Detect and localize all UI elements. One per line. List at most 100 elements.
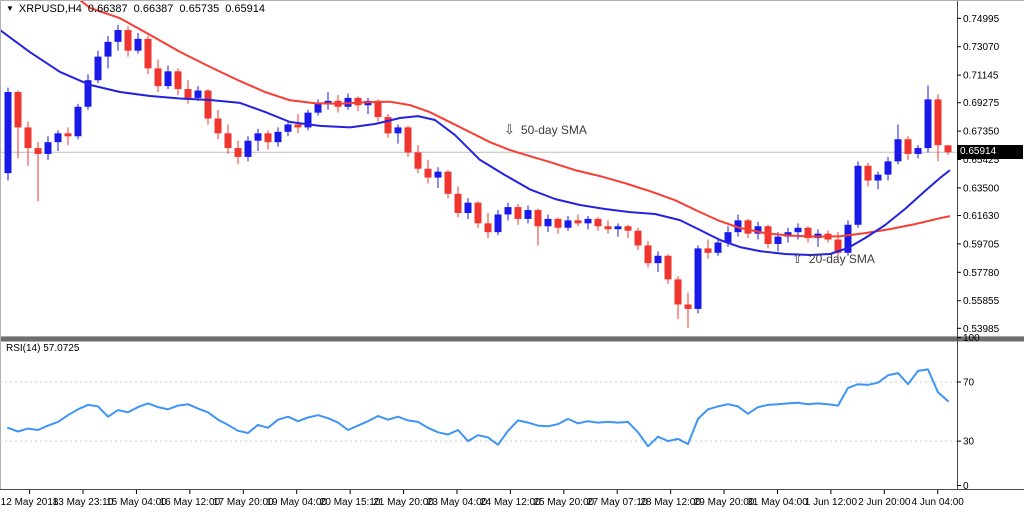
rsi-axis-label: 70 — [963, 377, 975, 388]
time-axis-label: 15 May 04:00 — [106, 497, 167, 508]
bull-candle-body — [544, 218, 552, 227]
bull-candle-body — [74, 106, 82, 137]
bear-candle-body — [664, 255, 672, 280]
rsi-line — [7, 368, 949, 448]
bull-candle-body — [44, 142, 52, 154]
bear-candle-body — [934, 99, 942, 146]
bear-candle-body — [214, 118, 222, 134]
bear-candle-body — [684, 304, 692, 309]
bear-candle-body — [424, 168, 432, 178]
bear-candle-body — [484, 223, 492, 233]
bear-candle-body — [294, 124, 302, 128]
bear-candle-body — [34, 148, 42, 154]
bull-candle-body — [194, 90, 202, 98]
symbol-dropdown-icon[interactable]: ▼ — [6, 4, 14, 13]
time-axis-label: 31 May 04:00 — [747, 497, 808, 508]
bear-candle-body — [514, 207, 522, 219]
bull-candle-body — [884, 161, 892, 175]
ohlc-open: 0.66387 — [87, 3, 128, 15]
bear-candle-body — [764, 226, 772, 244]
bear-candle-body — [444, 171, 452, 194]
price-axis-label: 0.67350 — [963, 127, 1000, 138]
bull-candle-body — [774, 236, 782, 244]
bear-candle-body — [384, 117, 392, 134]
sma20-label: 20-day SMA — [808, 252, 875, 266]
bull-candle-body — [714, 242, 722, 253]
time-axis-label: 28 May 12:00 — [640, 497, 701, 508]
time-axis-label: 27 May 07:10 — [587, 497, 648, 508]
time-axis-label: 12 May 2018 — [1, 497, 59, 508]
bull-candle-body — [504, 207, 512, 215]
bear-candle-body — [644, 245, 652, 264]
sma50-annotation[interactable]: ⇩ 50-day SMA — [504, 121, 587, 139]
time-axis-label: 17 May 20:00 — [213, 497, 274, 508]
bull-candle-body — [324, 100, 332, 104]
sma20-annotation[interactable]: ⇧ 20-day SMA — [792, 250, 875, 268]
bear-candle-body — [24, 127, 32, 149]
price-axis-label: 0.73070 — [963, 42, 1000, 53]
bear-candle-body — [354, 97, 362, 106]
bear-candle-body — [744, 220, 752, 234]
bull-candle-body — [134, 38, 142, 51]
price-axis-label: 0.55855 — [963, 296, 1000, 307]
time-axis-label: 25 May 20:00 — [533, 497, 594, 508]
bull-candle-body — [914, 148, 922, 154]
bear-candle-body — [144, 38, 152, 69]
bear-candle-body — [154, 68, 162, 87]
panel-separator[interactable] — [0, 336, 1024, 342]
time-axis-label: 20 May 15:10 — [320, 497, 381, 508]
bear-candle-body — [174, 71, 182, 90]
bull-candle-body — [584, 218, 592, 224]
bull-candle-body — [654, 255, 662, 264]
time-axis-label: 13 May 23:10 — [53, 497, 114, 508]
rsi-axis-label: 100 — [963, 333, 980, 344]
bear-candle-body — [534, 210, 542, 227]
symbol-timeframe: XRPUSD,H4 — [18, 3, 82, 15]
bear-candle-body — [264, 133, 272, 143]
bull-candle-body — [844, 224, 852, 253]
time-axis-label: 4 Jun 04:00 — [912, 497, 965, 508]
sma50-line — [78, 0, 951, 238]
bull-candle-body — [284, 124, 292, 132]
price-axis-label: 0.71145 — [963, 71, 999, 82]
bull-candle-body — [434, 171, 442, 178]
time-axis-label: 29 May 20:00 — [694, 497, 755, 508]
price-axis-label: 0.63500 — [963, 183, 1000, 194]
bear-candle-body — [804, 227, 812, 239]
price-axis-label: 0.74995 — [963, 14, 1000, 25]
bull-candle-body — [524, 210, 532, 219]
bear-candle-body — [404, 127, 412, 153]
bear-candle-body — [864, 165, 872, 181]
bear-candle-body — [944, 145, 952, 153]
bear-candle-body — [224, 133, 232, 149]
bear-candle-body — [184, 89, 192, 98]
bull-candle-body — [894, 139, 902, 162]
bull-candle-body — [494, 214, 502, 233]
bull-candle-body — [874, 174, 882, 181]
bull-candle-body — [784, 232, 792, 237]
bear-candle-body — [554, 218, 562, 228]
bull-candle-body — [694, 248, 702, 309]
bull-candle-body — [754, 226, 762, 234]
time-axis-label: 21 May 20:00 — [373, 497, 434, 508]
bull-candle-body — [564, 220, 572, 228]
down-arrow-icon: ⇩ — [504, 122, 515, 137]
bull-candle-body — [274, 131, 282, 143]
bull-candle-body — [924, 99, 932, 149]
bull-candle-body — [464, 202, 472, 213]
bull-candle-body — [724, 232, 732, 243]
time-axis-label: 23 May 04:00 — [427, 497, 488, 508]
bull-candle-body — [854, 165, 862, 225]
bear-candle-body — [604, 226, 612, 230]
price-axis-label: 0.65425 — [963, 155, 1000, 166]
time-axis-label: 1 Jun 12:00 — [805, 497, 858, 508]
time-axis-label: 24 May 12:00 — [480, 497, 541, 508]
rsi-axis-label: 30 — [963, 437, 975, 448]
current-price-value: 0.65914 — [960, 146, 997, 157]
bull-candle-body — [394, 127, 402, 134]
price-axis-label: 0.61630 — [963, 211, 1000, 222]
time-axis-label: 16 May 12:00 — [160, 497, 221, 508]
bull-candle-body — [304, 112, 312, 128]
price-axis-label: 0.57780 — [963, 268, 1000, 279]
